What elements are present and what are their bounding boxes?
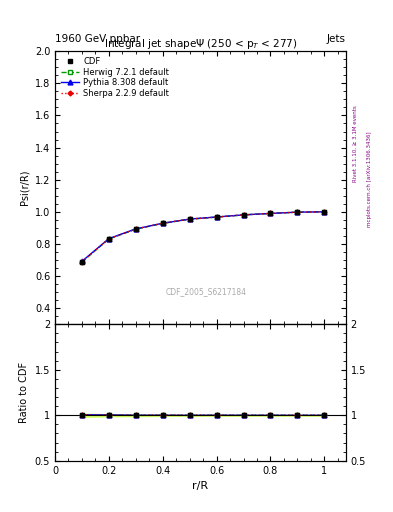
Text: 1960 GeV ppbar: 1960 GeV ppbar [55, 33, 140, 44]
Y-axis label: Psi(r/R): Psi(r/R) [19, 170, 29, 205]
Text: Rivet 3.1.10, ≥ 3.1M events: Rivet 3.1.10, ≥ 3.1M events [353, 105, 358, 182]
Title: Integral jet shape$\Psi$ (250 < p$_T$ < 277): Integral jet shape$\Psi$ (250 < p$_T$ < … [104, 37, 297, 51]
Y-axis label: Ratio to CDF: Ratio to CDF [19, 362, 29, 423]
Text: CDF_2005_S6217184: CDF_2005_S6217184 [166, 287, 247, 296]
Text: mcplots.cern.ch [arXiv:1306.3436]: mcplots.cern.ch [arXiv:1306.3436] [367, 132, 372, 227]
Text: Jets: Jets [327, 33, 346, 44]
Legend: CDF, Herwig 7.2.1 default, Pythia 8.308 default, Sherpa 2.2.9 default: CDF, Herwig 7.2.1 default, Pythia 8.308 … [59, 55, 171, 100]
X-axis label: r/R: r/R [192, 481, 209, 491]
